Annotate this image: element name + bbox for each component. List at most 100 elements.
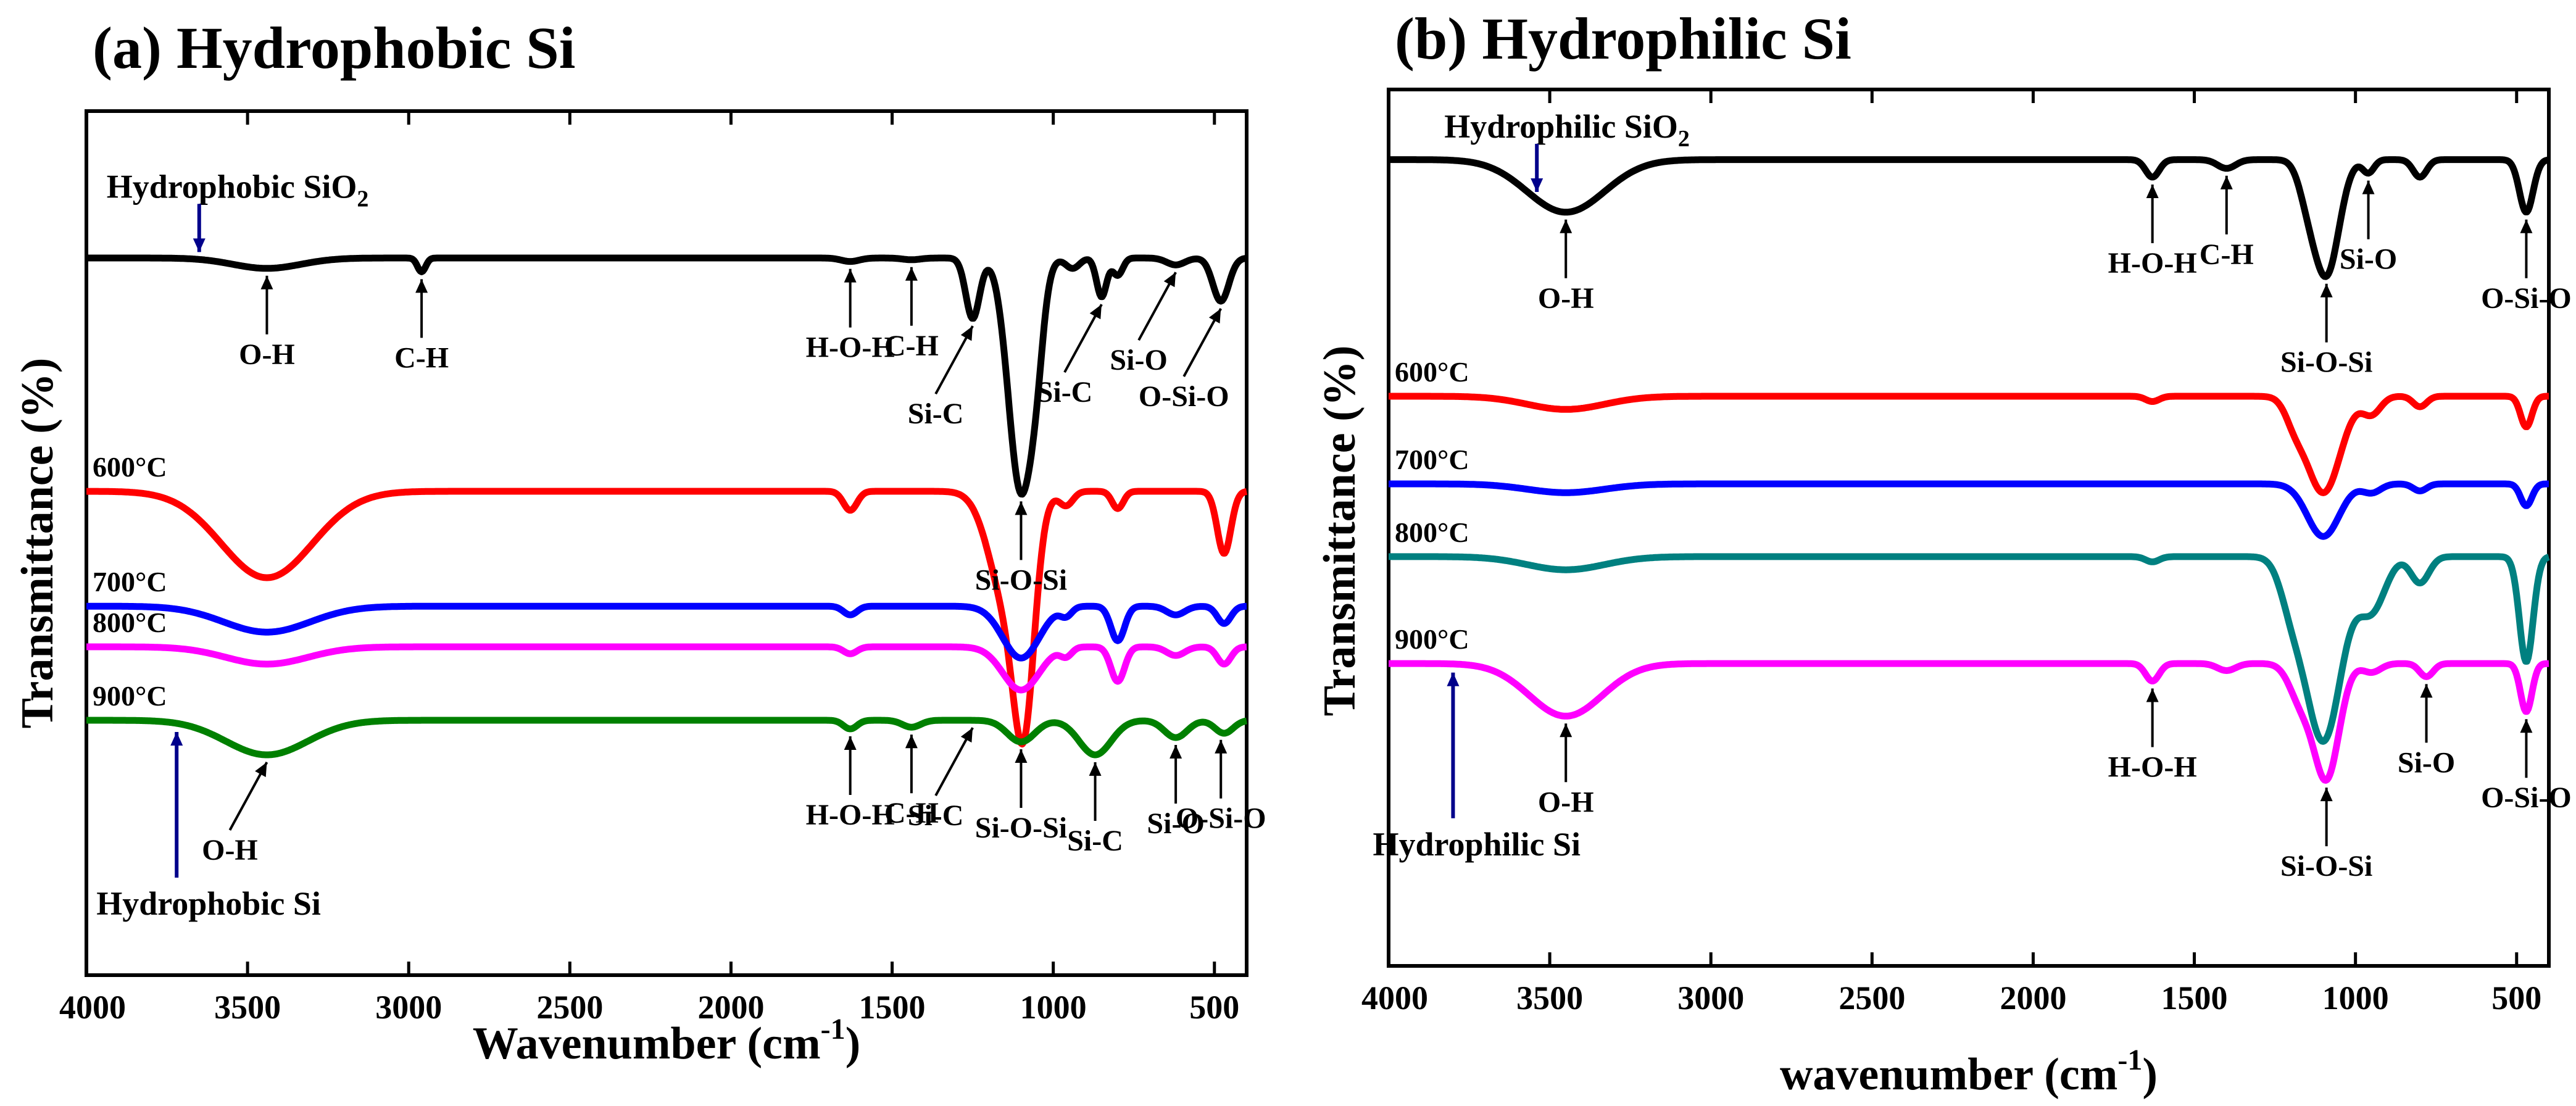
panel-b-x-label-end: ) [2142, 1049, 2158, 1100]
annotation-label-h-o-h: H-O-H [806, 331, 895, 364]
annotation-arrowhead-7 [1163, 272, 1176, 288]
panel-b-series: 600°C 700°C 800°C 900°C [1386, 156, 2551, 784]
annotation-arrowhead-2 [2220, 175, 2233, 189]
series-line-700-c [1386, 480, 2551, 540]
panel-a-hydrophobic-si: (a) Hydrophobic Si 4000 3500 3000 2500 2000 1… [12, 15, 1266, 1069]
annotation-arrowhead-8 [1208, 309, 1221, 324]
panel-b-x-label-main: wavenumber (cm [1780, 1049, 2117, 1100]
annotation-arrowhead-11 [905, 734, 918, 749]
annotation-arrowhead-15 [1170, 745, 1182, 759]
x-tick-label-2500: 2500 [536, 989, 603, 1026]
x-tick-label-1000: 1000 [2322, 979, 2389, 1017]
annotation-label-si-o-si: Si-O-Si [2280, 850, 2372, 883]
series-label-900-c: 900°C [1395, 623, 1469, 655]
panel-a-annotations: O-H C-H H-O-HC-HSi-CSi-O-SiSi-CSi-OO-Si-OO… [96, 168, 1266, 922]
panel-b-x-label-sup: -1 [2117, 1044, 2142, 1076]
x-tick-label-3500: 3500 [1516, 979, 1583, 1017]
x-tick-label-2500: 2500 [1839, 979, 1905, 1017]
annotation-label-si-o-si: Si-O-Si [975, 812, 1067, 844]
annotation-arrowhead-14 [1089, 762, 1102, 776]
series-label-700-c: 700°C [93, 566, 167, 597]
annotation-arrowhead-1 [2146, 185, 2159, 198]
sample-label-hydrophilic-sio2: Hydrophilic SiO2 [1444, 108, 1690, 152]
x-tick-label-500: 500 [1189, 989, 1239, 1026]
x-tick-label-4000: 4000 [59, 989, 126, 1026]
panel-a-x-label-sup: -1 [821, 1013, 846, 1046]
annotation-arrowhead-13 [1015, 749, 1028, 763]
annotation-label-si-c: Si-C [1037, 376, 1093, 409]
annotation-label-o-si-o: O-Si-O [1139, 380, 1229, 413]
annotation-label-si-c: Si-C [908, 799, 964, 832]
series-line-700-c [84, 602, 1249, 662]
panel-b-x-ticks: 4000 3500 3000 2500 2000 1500 1000 500 [1361, 89, 2541, 1017]
annotation-arrowhead-0 [260, 275, 273, 289]
sample-arrowhead-1 [1447, 672, 1460, 686]
sample-arrowhead-0 [193, 238, 206, 252]
series-label-800-c: 800°C [1395, 517, 1469, 548]
series-line-hydrophilic-sio2 [1386, 156, 2551, 280]
annotation-label-si-o: Si-O [1147, 807, 1204, 840]
annotation-label-si-o: Si-O [1110, 344, 1167, 376]
annotation-label-o-h: O-H [239, 338, 295, 371]
annotation-arrowhead-5 [1015, 501, 1028, 515]
panel-a-series: 600°C 700°C 800°C 900°C [84, 254, 1249, 759]
sample-arrowhead-1 [170, 731, 183, 746]
series-line-600-c [84, 488, 1249, 748]
annotation-label-o-si-o: O-Si-O [2481, 282, 2572, 315]
annotation-label-si-o-si: Si-O-Si [975, 563, 1067, 596]
x-tick-label-2000: 2000 [2000, 979, 2066, 1017]
x-tick-label-1000: 1000 [1020, 989, 1087, 1026]
annotation-label-h-o-h: H-O-H [806, 799, 895, 831]
sample-label-hydrophobic-sio2: Hydrophobic SiO2 [107, 168, 369, 212]
panel-b-y-axis-label: Transmittance (%) [1315, 346, 1365, 717]
x-tick-label-4000: 4000 [1361, 979, 1428, 1017]
annotation-label-si-o: Si-O [2340, 243, 2397, 276]
series-line-800-c [84, 643, 1249, 694]
annotation-arrowhead-3 [2320, 283, 2333, 297]
series-line-hydrophilic-si [1386, 660, 2551, 784]
annotation-arrowhead-4 [2362, 180, 2375, 194]
annotation-arrowhead-3 [905, 267, 918, 281]
annotation-label-si-c: Si-C [908, 397, 964, 430]
annotation-label-h-o-h: H-O-H [2108, 247, 2197, 280]
annotation-arrowhead-5 [2520, 219, 2533, 233]
x-tick-label-3000: 3000 [375, 989, 442, 1026]
annotation-label-si-o: Si-O [2398, 746, 2455, 779]
annotation-label-si-o-si: Si-O-Si [2280, 346, 2372, 379]
annotation-arrowhead-8 [2320, 788, 2333, 802]
annotation-arrowhead-6 [1560, 723, 1573, 738]
annotation-label-c-h: C-H [884, 797, 939, 830]
annotation-arrowhead-7 [2146, 688, 2159, 702]
x-tick-label-500: 500 [2491, 979, 2541, 1017]
sample-arrowhead-0 [1531, 178, 1544, 192]
panel-a-plot-frame [85, 109, 1249, 977]
annotation-arrowhead-0 [1560, 219, 1573, 233]
panel-a-x-label-end: ) [846, 1018, 861, 1069]
annotation-label-si-c: Si-C [1067, 825, 1123, 857]
annotation-label-o-h: O-H [1538, 282, 1594, 315]
x-tick-label-1500: 1500 [2161, 979, 2228, 1017]
annotation-label-c-h: C-H [2200, 238, 2254, 271]
panel-a-x-axis-label: Wavenumber (cm-1) [473, 1013, 861, 1069]
annotation-label-c-h: C-H [394, 341, 449, 374]
panel-b-annotations: O-HH-O-H C-HSi-O-SiSi-OO-Si-OO-HH-O-HSi-O… [1373, 108, 2571, 883]
series-label-800-c: 800°C [93, 607, 167, 638]
annotation-label-o-si-o: O-Si-O [1176, 802, 1266, 835]
x-tick-label-3000: 3000 [1677, 979, 1744, 1017]
series-line-800-c [1386, 553, 2551, 745]
panel-b-hydrophilic-si: (b) Hydrophilic Si 4000 3500 3000 2500 2000 1… [1315, 6, 2572, 1100]
annotation-arrowhead-4 [960, 326, 973, 341]
series-label-600-c: 600°C [93, 451, 167, 483]
x-tick-label-1500: 1500 [859, 989, 926, 1026]
panel-a-y-axis-label: Transmittance (%) [12, 358, 63, 729]
x-tick-label-2000: 2000 [697, 989, 764, 1026]
panel-a-x-label-main: Wavenumber (cm [473, 1018, 821, 1069]
panel-b-title: (b) Hydrophilic Si [1395, 6, 1851, 72]
annotation-label-o-h: O-H [1538, 786, 1594, 818]
sample-label-hydrophobic-si: Hydrophobic Si [96, 885, 321, 922]
series-line-hydrophobic-si [84, 717, 1249, 759]
annotation-arrowhead-1 [415, 279, 428, 293]
annotation-arrowhead-9 [2420, 684, 2433, 698]
annotation-arrowhead-12 [960, 728, 973, 743]
